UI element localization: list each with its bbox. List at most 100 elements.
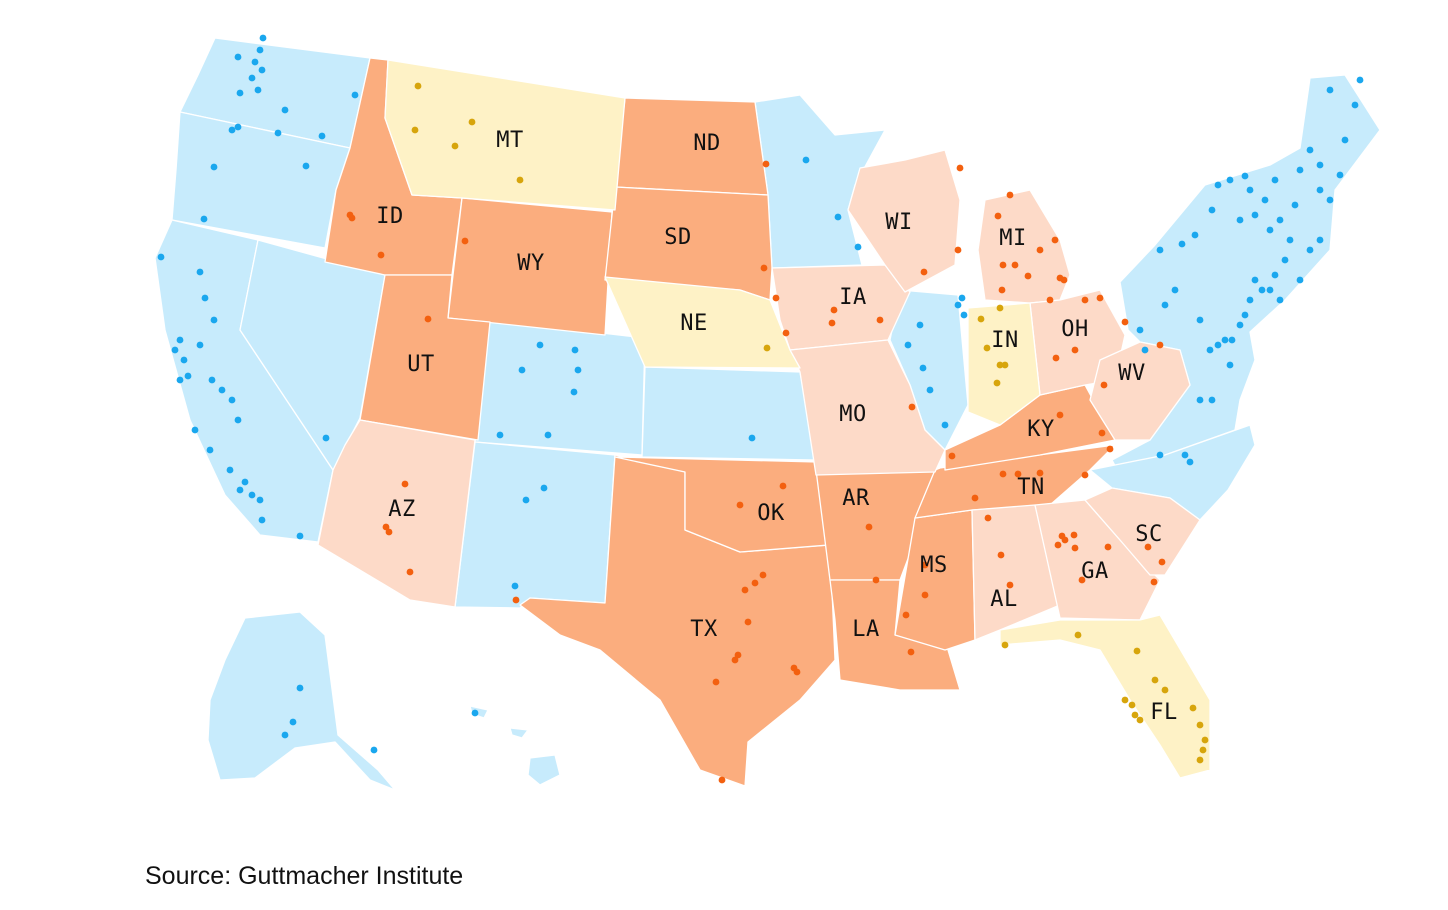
state-AK bbox=[207, 611, 396, 791]
clinic-dot bbox=[226, 466, 234, 474]
clinic-dot bbox=[1156, 451, 1164, 459]
label-TX: TX bbox=[690, 617, 718, 642]
state-MT bbox=[384, 59, 626, 211]
clinic-dot bbox=[228, 396, 236, 404]
clinic-dot bbox=[744, 618, 752, 626]
clinic-dot bbox=[996, 361, 1004, 369]
clinic-dot bbox=[1251, 211, 1259, 219]
clinic-dot bbox=[1098, 429, 1106, 437]
clinic-dot bbox=[206, 446, 214, 454]
us-map: MT ND SD ID WY NE UT AZ TX OK AR LA MS A… bbox=[154, 34, 1381, 791]
clinic-dot bbox=[999, 261, 1007, 269]
clinic-dot bbox=[772, 294, 780, 302]
clinic-dot bbox=[1171, 286, 1179, 294]
state-NE bbox=[604, 276, 801, 369]
clinic-dot bbox=[256, 496, 264, 504]
label-SD: SD bbox=[664, 225, 692, 250]
clinic-dot bbox=[351, 91, 359, 99]
clinic-dot bbox=[760, 264, 768, 272]
state-SC bbox=[1084, 487, 1201, 576]
clinic-dot bbox=[1228, 336, 1236, 344]
label-KY: KY bbox=[1027, 417, 1055, 442]
label-UT: UT bbox=[407, 352, 435, 377]
label-GA: GA bbox=[1081, 559, 1109, 584]
clinic-dot bbox=[782, 329, 790, 337]
clinic-dot bbox=[1052, 354, 1060, 362]
clinic-dot bbox=[496, 431, 504, 439]
clinic-dot bbox=[1178, 240, 1186, 248]
clinic-dot bbox=[1128, 701, 1136, 709]
clinic-dot bbox=[1096, 294, 1104, 302]
clinic-dot bbox=[274, 129, 282, 137]
state-labels-layer: MT ND SD ID WY NE UT AZ TX OK AR LA MS A… bbox=[376, 128, 1177, 725]
clinic-dot bbox=[176, 336, 184, 344]
clinic-dot bbox=[1351, 101, 1359, 109]
clinic-dot bbox=[919, 364, 927, 372]
clinic-dot bbox=[258, 516, 266, 524]
clinic-dot bbox=[1061, 536, 1069, 544]
label-MS: MS bbox=[920, 553, 948, 578]
clinic-dot bbox=[157, 253, 165, 261]
clinic-dot bbox=[234, 416, 242, 424]
state-AL bbox=[971, 504, 1061, 641]
clinic-dot bbox=[960, 311, 968, 319]
clinic-dot bbox=[748, 434, 756, 442]
label-SC: SC bbox=[1135, 522, 1163, 547]
label-AL: AL bbox=[990, 587, 1018, 612]
clinic-dot bbox=[411, 126, 419, 134]
clinic-dot bbox=[1326, 196, 1334, 204]
clinic-dot bbox=[1186, 458, 1194, 466]
clinic-dot bbox=[1296, 276, 1304, 284]
clinic-dot bbox=[385, 528, 393, 536]
clinic-dot bbox=[1001, 361, 1009, 369]
clinic-dot bbox=[977, 315, 985, 323]
label-WV: WV bbox=[1118, 361, 1146, 386]
clinic-dot bbox=[958, 294, 966, 302]
clinic-dot bbox=[1241, 172, 1249, 180]
clinic-dot bbox=[993, 379, 1001, 387]
clinic-dot bbox=[1281, 256, 1289, 264]
clinic-dots-layer bbox=[157, 34, 1364, 784]
clinic-dot bbox=[1196, 721, 1204, 729]
label-OH: OH bbox=[1061, 317, 1089, 342]
clinic-dot bbox=[1246, 296, 1254, 304]
clinic-dot bbox=[1196, 316, 1204, 324]
clinic-dot bbox=[712, 678, 720, 686]
clinic-dot bbox=[1121, 318, 1129, 326]
clinic-dot bbox=[1341, 136, 1349, 144]
state-MO bbox=[789, 339, 946, 476]
clinic-dot bbox=[1060, 276, 1068, 284]
clinic-dot bbox=[236, 486, 244, 494]
clinic-dot bbox=[184, 372, 192, 380]
state-WI bbox=[847, 149, 961, 293]
clinic-dot bbox=[999, 470, 1007, 478]
clinic-dot bbox=[876, 316, 884, 324]
state-NM bbox=[454, 441, 616, 609]
label-TN: TN bbox=[1017, 475, 1045, 500]
clinic-dot bbox=[1054, 541, 1062, 549]
clinic-dot bbox=[1056, 411, 1064, 419]
clinic-dot bbox=[834, 213, 842, 221]
clinic-dot bbox=[1208, 206, 1216, 214]
clinic-dot bbox=[451, 142, 459, 150]
clinic-dot bbox=[536, 341, 544, 349]
clinic-dot bbox=[1071, 544, 1079, 552]
clinic-dot bbox=[1266, 286, 1274, 294]
clinic-dot bbox=[208, 376, 216, 384]
clinic-dot bbox=[1196, 756, 1204, 764]
clinic-dot bbox=[1189, 704, 1197, 712]
state-KS bbox=[641, 366, 817, 461]
clinic-dot bbox=[1251, 276, 1259, 284]
clinic-dot bbox=[382, 523, 390, 531]
label-AR: AR bbox=[842, 486, 870, 511]
clinic-dot bbox=[1196, 396, 1204, 404]
clinic-dot bbox=[1011, 261, 1019, 269]
clinic-dot bbox=[201, 294, 209, 302]
clinic-dot bbox=[1336, 171, 1344, 179]
label-MT: MT bbox=[496, 128, 524, 153]
clinic-dot bbox=[1074, 631, 1082, 639]
label-MO: MO bbox=[839, 402, 867, 427]
clinic-dot bbox=[1241, 311, 1249, 319]
states-layer bbox=[154, 37, 1381, 791]
clinic-dot bbox=[176, 376, 184, 384]
